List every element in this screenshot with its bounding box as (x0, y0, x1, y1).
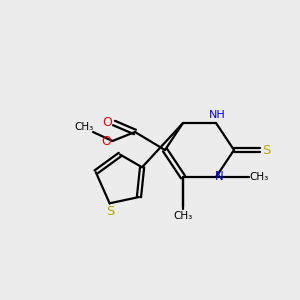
Text: CH₃: CH₃ (249, 172, 268, 182)
Text: CH₃: CH₃ (173, 211, 193, 221)
Text: O: O (103, 116, 112, 129)
Text: NH: NH (209, 110, 226, 121)
Text: O: O (101, 135, 111, 148)
Text: S: S (262, 143, 270, 157)
Text: CH₃: CH₃ (74, 122, 94, 133)
Text: S: S (106, 205, 114, 218)
Text: N: N (215, 170, 224, 184)
